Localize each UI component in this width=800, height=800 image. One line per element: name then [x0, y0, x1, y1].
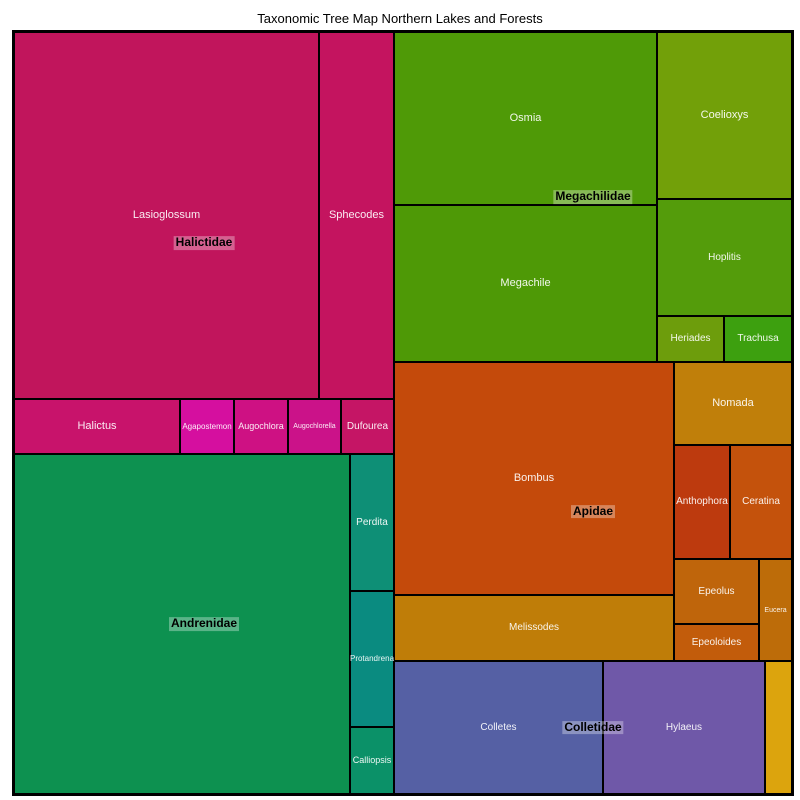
genus-label-eucera: Eucera: [764, 606, 787, 614]
treemap-cell-coelioxys[interactable]: Coelioxys: [657, 32, 792, 199]
genus-label-calliopsis: Calliopsis: [352, 755, 392, 765]
genus-label-epeolus: Epeolus: [698, 585, 735, 597]
genus-label-dufourea: Dufourea: [346, 420, 389, 432]
treemap-cell-calliopsis[interactable]: Calliopsis: [350, 727, 394, 794]
treemap: Lasioglossum Sphecodes Halictus Agapostemon…: [12, 30, 794, 796]
family-halictidae: Lasioglossum Sphecodes Halictus Agapostemon…: [14, 32, 394, 454]
treemap-cell-nomada[interactable]: Nomada: [674, 362, 792, 445]
genus-label-hylaeus: Hylaeus: [665, 721, 703, 733]
family-megachilidae: Osmia Megachile Coelioxys Hoplitis Heriades T…: [394, 32, 792, 362]
genus-label-coelioxys: Coelioxys: [700, 109, 749, 121]
treemap-cell-bombus[interactable]: Bombus: [394, 362, 674, 595]
genus-label-lasioglossum: Lasioglossum: [132, 209, 201, 221]
treemap-cell-hylaeus[interactable]: Hylaeus: [603, 661, 765, 794]
treemap-cell-unlabeled[interactable]: [765, 661, 792, 794]
treemap-cell-colletes[interactable]: Colletes: [394, 661, 603, 794]
genus-label-perdita: Perdita: [356, 516, 388, 528]
treemap-cell-anthophora[interactable]: Anthophora: [674, 445, 730, 559]
treemap-cell-epeolus[interactable]: Epeolus: [674, 559, 759, 624]
treemap-cell-augochlorella[interactable]: Augochlorella: [288, 399, 341, 454]
genus-label-agapostemon: Agapostemon: [182, 421, 232, 431]
genus-label-osmia: Osmia: [509, 112, 542, 124]
genus-label-hoplitis: Hoplitis: [708, 251, 741, 263]
treemap-cell-augochlora[interactable]: Augochlora: [234, 399, 288, 454]
family-apidae: Bombus Melissodes Nomada Anthophora Ceratina…: [394, 362, 792, 661]
treemap-cell-trachusa[interactable]: Trachusa: [724, 316, 792, 362]
treemap-cell-osmia[interactable]: Osmia: [394, 32, 657, 205]
treemap-cell-ceratina[interactable]: Ceratina: [730, 445, 792, 559]
treemap-cell-perdita[interactable]: Perdita: [350, 454, 394, 591]
treemap-cell-hoplitis[interactable]: Hoplitis: [657, 199, 792, 316]
treemap-cell-megachile[interactable]: Megachile: [394, 205, 657, 362]
treemap-cell-lasioglossum[interactable]: Lasioglossum: [14, 32, 319, 399]
genus-label-augochlorella: Augochlorella: [293, 423, 336, 430]
genus-label-epeoloides: Epeoloides: [691, 636, 742, 648]
treemap-cell-unlabeled[interactable]: [14, 454, 350, 794]
treemap-cell-protandrena[interactable]: Protandrena: [350, 591, 394, 727]
treemap-cell-dufourea[interactable]: Dufourea: [341, 399, 394, 454]
treemap-cell-epeoloides[interactable]: Epeoloides: [674, 624, 759, 661]
treemap-cell-eucera[interactable]: Eucera: [759, 559, 792, 661]
genus-label-melissodes: Melissodes: [508, 622, 560, 633]
genus-label-ceratina: Ceratina: [742, 496, 780, 507]
treemap-cell-agapostemon[interactable]: Agapostemon: [180, 399, 234, 454]
family-andrenidae: Perdita Protandrena Calliopsis Andrenidae: [14, 454, 394, 794]
genus-label-colletes: Colletes: [480, 721, 517, 733]
genus-label-halictus: Halictus: [77, 420, 117, 432]
genus-label-trachusa: Trachusa: [737, 333, 779, 344]
family-colletidae: Colletes Hylaeus Colletidae: [394, 661, 792, 794]
genus-label-augochlora: Augochlora: [238, 421, 284, 431]
genus-label-anthophora: Anthophora: [676, 496, 728, 507]
genus-label-sphecodes: Sphecodes: [328, 209, 385, 221]
genus-label-megachile: Megachile: [500, 277, 551, 289]
treemap-cell-heriades[interactable]: Heriades: [657, 316, 724, 362]
treemap-cell-sphecodes[interactable]: Sphecodes: [319, 32, 394, 399]
chart-title: Taxonomic Tree Map Northern Lakes and Fo…: [257, 11, 543, 26]
genus-label-heriades: Heriades: [670, 333, 711, 344]
genus-label-nomada: Nomada: [712, 397, 754, 409]
treemap-cell-halictus[interactable]: Halictus: [14, 399, 180, 454]
genus-label-bombus: Bombus: [513, 472, 555, 484]
treemap-cell-melissodes[interactable]: Melissodes: [394, 595, 674, 661]
genus-label-protandrena: Protandrena: [349, 654, 395, 663]
